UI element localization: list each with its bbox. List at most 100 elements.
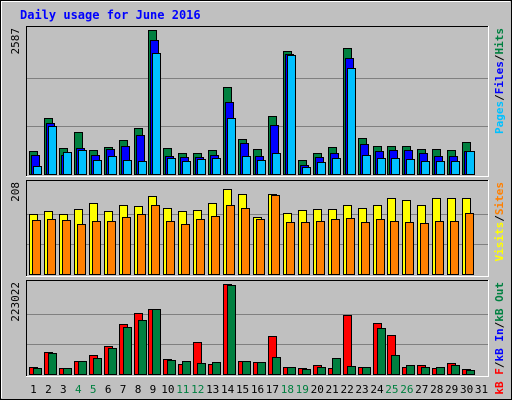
bar-pages-day-10 [167, 158, 176, 175]
bar-sites-day-23 [361, 222, 370, 275]
bar-kb-out-day-6 [108, 348, 117, 375]
x-tick-label: 25 [385, 383, 398, 396]
bar-sites-day-15 [241, 208, 250, 275]
legend-separator: / [493, 321, 506, 328]
bar-pages-day-7 [123, 160, 132, 175]
legend-separator: / [493, 54, 506, 61]
bar-kb-out-day-12 [197, 363, 206, 375]
x-tick-label: 20 [311, 383, 324, 396]
bar-sites-day-26 [405, 222, 414, 275]
bar-sites-day-29 [450, 221, 459, 275]
bar-pages-day-17 [272, 153, 281, 175]
scale-label: 208 [9, 182, 22, 202]
bar-sites-day-20 [316, 221, 325, 275]
bar-sites-day-6 [107, 221, 116, 275]
x-tick-label: 9 [150, 383, 157, 396]
x-tick-label: 6 [105, 383, 112, 396]
bar-kb-out-day-8 [138, 320, 147, 375]
bar-sites-day-9 [151, 205, 160, 275]
x-tick-label: 10 [161, 383, 174, 396]
legend-entry: kB F [493, 368, 506, 395]
bar-sites-day-10 [166, 221, 175, 275]
x-axis-labels: 1 2 3 4 5 6 7 8 9 10 11 12 13 14 15 16 17 18 19 20 21 22 23 24 2… [30, 383, 488, 396]
x-tick-label: 8 [135, 383, 142, 396]
bar-sites-day-7 [122, 217, 131, 275]
x-tick-label: 12 [191, 383, 204, 396]
legend-entry: kB Out [493, 282, 506, 322]
chart-title: Daily usage for June 2016 [20, 8, 201, 22]
bar-sites-day-1 [32, 220, 41, 275]
legend-visits-sites: Visits/Sites [493, 182, 506, 262]
bar-kb-out-day-29 [451, 365, 460, 375]
legend-entry: Files [493, 61, 506, 94]
bar-kb-out-day-18 [287, 367, 296, 375]
bar-pages-day-12 [197, 159, 206, 175]
bar-kb-out-day-10 [167, 360, 176, 375]
legend-entry: Hits [493, 28, 506, 55]
bar-sites-day-18 [286, 222, 295, 275]
bar-sites-day-19 [301, 222, 310, 275]
bar-sites-day-8 [137, 214, 146, 275]
legend-kbf-kbin-kbout: kB F/kB In/kB Out [493, 282, 506, 395]
x-tick-label: 16 [251, 383, 264, 396]
bar-sites-day-11 [181, 224, 190, 275]
x-tick-label: 30 [460, 383, 473, 396]
bar-sites-day-24 [376, 219, 385, 275]
bar-kb-f-day-22 [343, 315, 352, 375]
x-tick-label: 17 [266, 383, 279, 396]
bar-pages-day-22 [347, 68, 356, 175]
bar-kb-out-day-24 [377, 328, 386, 375]
bar-pages-day-3 [63, 152, 72, 175]
bar-kb-out-day-14 [227, 285, 236, 375]
bar-sites-day-12 [196, 219, 205, 275]
bar-kb-out-day-22 [347, 366, 356, 375]
bar-kb-out-day-17 [272, 357, 281, 375]
bar-pages-day-16 [257, 160, 266, 175]
bar-sites-day-2 [47, 219, 56, 275]
bar-pages-day-18 [287, 55, 296, 175]
bar-kb-out-day-20 [317, 367, 326, 375]
bar-pages-day-5 [93, 160, 102, 175]
bar-kb-out-day-2 [48, 353, 57, 375]
bar-sites-day-22 [346, 218, 355, 275]
bar-sites-day-5 [92, 221, 101, 275]
bar-pages-day-4 [78, 150, 87, 175]
x-tick-label: 26 [400, 383, 413, 396]
x-tick-label: 21 [326, 383, 339, 396]
x-tick-label: 19 [296, 383, 309, 396]
bar-kb-out-day-25 [391, 355, 400, 375]
x-tick-label: 29 [445, 383, 458, 396]
bar-pages-day-25 [391, 158, 400, 175]
bar-pages-day-30 [466, 151, 475, 175]
legend-entry: kB In [493, 328, 506, 361]
x-tick-label: 4 [75, 383, 82, 396]
bar-pages-day-20 [317, 162, 326, 175]
bar-kb-out-day-19 [302, 369, 311, 375]
bar-pages-day-24 [377, 158, 386, 175]
bar-pages-day-19 [302, 167, 311, 175]
bar-pages-day-6 [108, 156, 117, 175]
x-tick-label: 23 [355, 383, 368, 396]
legend-entry: Sites [493, 182, 506, 215]
x-tick-label: 13 [206, 383, 219, 396]
bar-kb-out-day-3 [63, 368, 72, 375]
legend-separator: / [493, 215, 506, 222]
x-tick-label: 31 [475, 383, 488, 396]
legend-hits-files-pages: Pages/Files/Hits [493, 28, 506, 134]
bar-pages-day-27 [421, 161, 430, 175]
bar-sites-day-30 [465, 213, 474, 275]
bar-kb-out-day-30 [466, 370, 475, 375]
bar-kb-out-day-21 [332, 358, 341, 375]
bar-sites-day-14 [226, 205, 235, 275]
bar-sites-day-17 [271, 195, 280, 275]
panel-visits-sites: 208 Visits/Sites [9, 180, 506, 277]
legend-entry: Visits [493, 222, 506, 262]
bar-kb-out-day-1 [33, 368, 42, 375]
bar-kb-out-day-9 [152, 309, 161, 375]
bar-kb-out-day-28 [436, 367, 445, 375]
x-tick-label: 3 [60, 383, 67, 396]
bar-kb-out-day-15 [242, 361, 251, 375]
legend-separator: / [493, 361, 506, 368]
